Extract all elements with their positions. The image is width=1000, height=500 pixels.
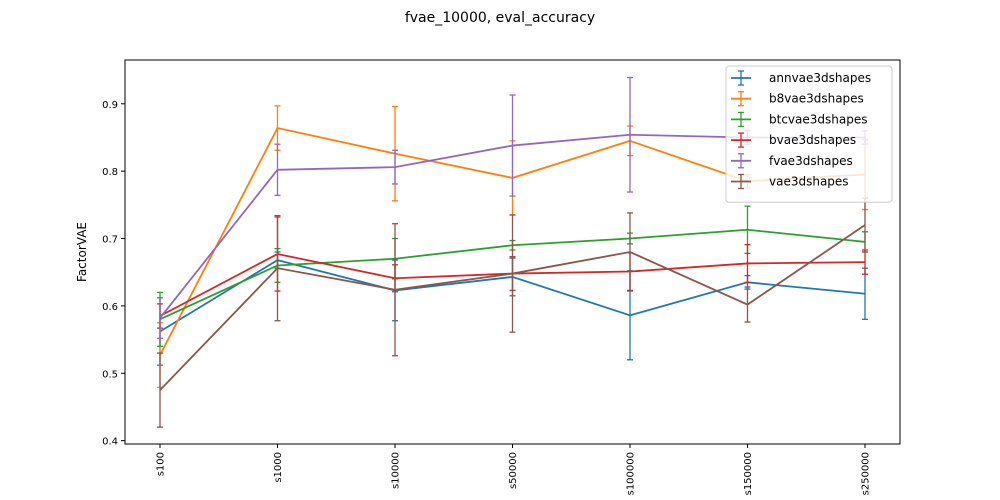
x-tick-label: s100: [156, 452, 167, 476]
legend-label: b8vae3dshapes: [769, 92, 864, 106]
x-tick-label: s150000: [743, 452, 754, 495]
x-tick-label: s10000: [391, 452, 402, 489]
y-tick-label: 0.6: [102, 302, 118, 313]
chart-title: fvae_10000, eval_accuracy: [405, 10, 595, 26]
x-tick-label: s50000: [508, 452, 519, 489]
y-tick-label: 0.4: [102, 437, 118, 448]
y-tick-label: 0.7: [102, 235, 118, 246]
series-vae3dshapes: [157, 197, 868, 428]
y-axis-label: FactorVAE: [75, 222, 89, 282]
legend-frame: [725, 65, 893, 203]
legend-label: bvae3dshapes: [769, 133, 856, 147]
legend-label: annvae3dshapes: [769, 71, 871, 85]
legend-item: fvae3dshapes: [731, 153, 853, 169]
plot-area: [157, 76, 868, 428]
legend-item: annvae3dshapes: [731, 70, 871, 86]
y-tick-label: 0.9: [102, 100, 118, 111]
y-tick-label: 0.8: [102, 167, 118, 178]
x-tick-label: s250000: [861, 452, 872, 495]
legend-item: b8vae3dshapes: [731, 91, 864, 107]
x-axis: s100 s1000 s10000 s50000 s100000 s150000 s2500…: [156, 444, 872, 495]
legend-item: vae3dshapes: [731, 173, 849, 190]
legend-label: vae3dshapes: [769, 175, 849, 189]
y-tick-label: 0.5: [102, 369, 118, 380]
legend-label: btcvae3dshapes: [769, 112, 867, 126]
x-tick-label: s1000: [273, 452, 284, 483]
legend-item: btcvae3dshapes: [731, 111, 867, 128]
y-axis: 0.4 0.5 0.6 0.7 0.8 0.9: [102, 100, 125, 448]
legend: annvae3dshapes b8vae3dshapes btcvae3dshape…: [725, 65, 893, 203]
x-tick-label: s100000: [626, 452, 637, 495]
legend-label: fvae3dshapes: [769, 154, 853, 168]
legend-item: bvae3dshapes: [731, 132, 856, 148]
